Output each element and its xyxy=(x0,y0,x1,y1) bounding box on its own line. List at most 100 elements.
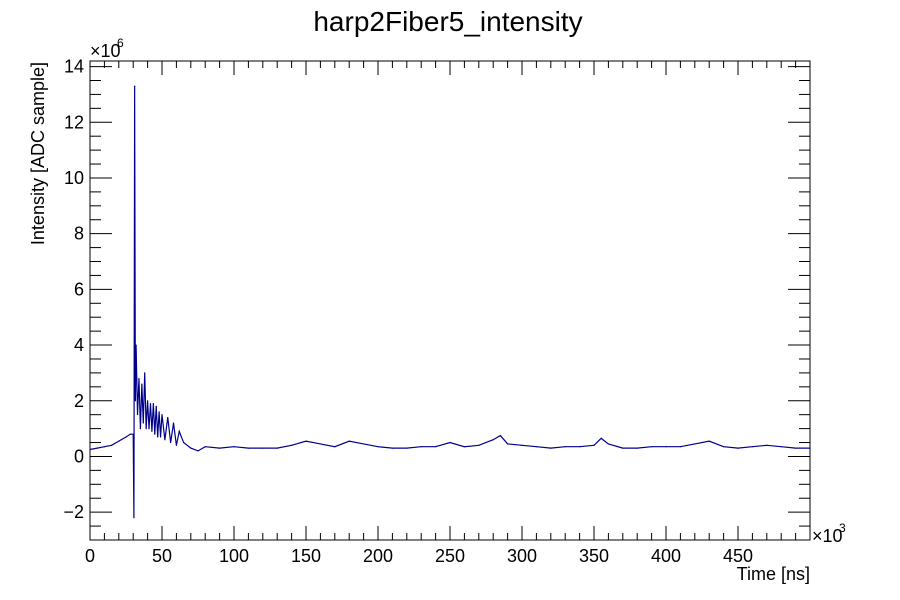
data-point xyxy=(164,439,166,441)
data-point xyxy=(175,444,177,446)
data-point xyxy=(129,433,131,435)
data-point xyxy=(535,446,538,448)
data-point xyxy=(142,422,144,424)
data-point xyxy=(141,383,143,385)
y-tick-label: 2 xyxy=(74,391,84,411)
data-point xyxy=(737,447,739,449)
data-point xyxy=(521,444,523,446)
data-point xyxy=(111,444,113,446)
data-point xyxy=(751,446,754,448)
data-point xyxy=(391,447,393,449)
data-point xyxy=(507,443,509,445)
y-tick-label: 10 xyxy=(64,168,84,188)
data-point xyxy=(636,447,638,449)
y-tick-label: 6 xyxy=(74,279,84,299)
data-point xyxy=(766,444,768,446)
data-point xyxy=(145,428,147,430)
data-point xyxy=(233,446,235,448)
data-point xyxy=(170,441,172,444)
data-point xyxy=(151,430,153,432)
y-tick-label: 14 xyxy=(64,57,84,77)
x-multiplier-base: ×10 xyxy=(812,526,843,546)
data-point xyxy=(305,440,307,442)
y-axis-multiplier: ×10 6 xyxy=(90,36,124,61)
data-point xyxy=(158,411,160,413)
data-point xyxy=(148,428,150,430)
data-point xyxy=(204,446,206,448)
data-point xyxy=(144,372,146,374)
data-point xyxy=(363,443,365,445)
data-point xyxy=(219,447,221,449)
data-point xyxy=(89,448,91,451)
data-point xyxy=(723,446,725,448)
data-point xyxy=(607,443,610,445)
data-point xyxy=(159,436,162,438)
data-point xyxy=(593,444,595,446)
data-point xyxy=(449,441,451,444)
x-tick-label: 50 xyxy=(152,546,172,566)
data-point xyxy=(262,447,264,449)
data-point xyxy=(406,447,408,449)
y-tick-label: 0 xyxy=(74,446,84,466)
data-point xyxy=(172,422,175,424)
data-point xyxy=(118,440,120,442)
data-point xyxy=(319,443,321,445)
data-point xyxy=(579,446,581,448)
y-tick-label: 12 xyxy=(64,112,84,132)
data-point xyxy=(694,443,696,445)
x-tick-label: 350 xyxy=(579,546,609,566)
data-point xyxy=(134,85,136,87)
plot-frame xyxy=(89,60,811,541)
data-point xyxy=(478,444,480,446)
y-multiplier-base: ×10 xyxy=(90,41,121,61)
x-tick-label: 100 xyxy=(219,546,249,566)
data-point xyxy=(136,414,139,416)
data-point xyxy=(809,447,811,449)
y-tick-label: 4 xyxy=(74,335,84,355)
data-point xyxy=(167,416,169,419)
data-point xyxy=(651,446,653,448)
y-tick-label: −2 xyxy=(63,502,84,522)
data-point xyxy=(161,414,163,416)
data-point xyxy=(492,439,494,441)
data-point xyxy=(276,447,278,449)
data-point xyxy=(133,517,135,519)
data-point xyxy=(197,450,199,452)
x-tick-label: 400 xyxy=(651,546,681,566)
data-point xyxy=(435,446,437,448)
data-point xyxy=(96,447,98,449)
x-axis-label: Time [ns] xyxy=(737,564,810,584)
x-tick-label: 300 xyxy=(507,546,537,566)
axis-ticks: 0 50 100 150 200 250 300 350 400 450 −2 0 2 4 6 8 10 12 14 xyxy=(63,57,811,566)
data-point xyxy=(135,344,137,346)
data-point xyxy=(152,402,154,405)
data-point xyxy=(147,400,149,402)
plot-area-border xyxy=(89,60,811,541)
x-tick-label: 450 xyxy=(723,546,753,566)
chart-title: harp2Fiber5_intensity xyxy=(313,6,582,37)
data-point xyxy=(622,447,624,449)
y-tick-label: 8 xyxy=(74,224,84,244)
data-point xyxy=(420,446,422,448)
data-point xyxy=(291,444,293,446)
data-point xyxy=(665,446,667,448)
y-multiplier-exponent: 6 xyxy=(117,36,124,50)
data-point xyxy=(125,436,127,438)
data-point xyxy=(499,434,501,437)
y-axis-label: Intensity [ADC sample] xyxy=(28,62,48,245)
data-point xyxy=(795,447,797,449)
data-point xyxy=(377,446,379,448)
x-axis-multiplier: ×10 3 xyxy=(812,521,846,546)
data-point xyxy=(155,405,157,407)
data-point xyxy=(708,440,710,442)
data-point xyxy=(183,441,185,444)
data-point xyxy=(550,447,552,449)
data-point xyxy=(334,446,336,448)
data-point xyxy=(132,433,134,435)
x-tick-label: 250 xyxy=(435,546,465,566)
data-point xyxy=(138,377,140,380)
data-point xyxy=(780,446,782,448)
data-point xyxy=(139,428,141,430)
data-point xyxy=(149,402,152,405)
